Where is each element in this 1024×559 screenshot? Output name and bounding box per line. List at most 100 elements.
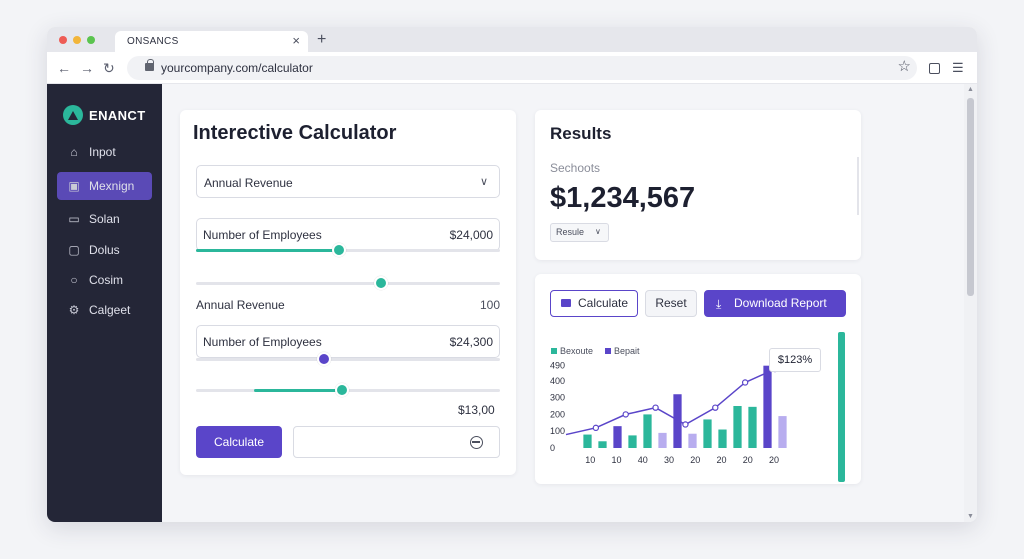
employees-slider-2[interactable] — [196, 352, 500, 366]
slider-thumb[interactable] — [316, 352, 331, 366]
employees-field-value: $24,000 — [449, 228, 493, 242]
employees-field-2[interactable]: Number of Employees $24,300 — [196, 325, 500, 358]
x-tick-label: 40 — [638, 455, 648, 465]
y-tick-label: 400 — [550, 376, 565, 386]
sidebar-item-label: Mexnign — [89, 179, 135, 193]
new-tab-icon[interactable]: + — [317, 31, 327, 48]
x-tick-label: 30 — [664, 455, 674, 465]
revenue-slider[interactable] — [196, 276, 500, 290]
tab-strip: ONSANCS × + — [47, 27, 977, 52]
browser-window: ONSANCS × + ← → ↻ yourcompany.com/calcul… — [47, 27, 977, 522]
legend-label: Bexoute — [560, 346, 594, 356]
legend-label: Bepait — [614, 346, 640, 356]
chart-bar — [718, 429, 727, 448]
x-tick-label: 10 — [612, 455, 622, 465]
chart-tooltip: $123% — [769, 348, 821, 372]
calculator-icon — [561, 299, 571, 307]
line-point — [592, 424, 600, 432]
chart-calculate-label: Calculate — [578, 296, 629, 310]
y-tick-label: 300 — [550, 393, 565, 403]
chart-calculate-button[interactable]: Calculate — [550, 290, 638, 317]
scrollbar-thumb[interactable] — [967, 98, 974, 296]
address-bar[interactable]: yourcompany.com/calculator ☆ — [127, 56, 917, 80]
browser-tab[interactable]: ONSANCS × — [115, 31, 308, 52]
sidebar-item-calgeet[interactable]: ⚙ Calgeet — [57, 296, 152, 324]
forward-arrow-icon[interactable]: → — [80, 60, 94, 76]
x-tick-label: 20 — [743, 455, 753, 465]
metric-select-value: Annual Revenue — [204, 176, 293, 190]
x-tick-label: 20 — [690, 455, 700, 465]
chevron-down-icon: ∨ — [595, 227, 601, 236]
chart-bar — [763, 365, 772, 448]
line-point — [622, 411, 629, 418]
chart-bar — [673, 394, 682, 448]
settings-icon: ⚙ — [68, 303, 80, 317]
sidebar-item-inpot[interactable]: ⌂ Inpot — [57, 138, 152, 166]
y-tick-label: 0 — [550, 443, 555, 453]
result-input[interactable] — [293, 426, 500, 458]
download-report-label: Download Report — [734, 296, 827, 310]
employees-field-2-value: $24,300 — [449, 335, 493, 349]
amount-slider[interactable] — [196, 383, 500, 397]
minimize-window-button[interactable] — [73, 36, 81, 44]
close-tab-icon[interactable]: × — [292, 33, 300, 48]
x-tick-label: 20 — [769, 455, 779, 465]
scroll-up-icon[interactable]: ▲ — [967, 86, 974, 93]
extensions-icon[interactable] — [929, 63, 940, 74]
calculator-title: Interective Calculator — [193, 122, 397, 144]
sidebar-item-solan[interactable]: ▭ Solan — [57, 205, 152, 233]
sidebar-item-cosim[interactable]: ○ Cosim — [57, 266, 152, 294]
sidebar-item-label: Inpot — [89, 145, 116, 159]
chat-icon: ▢ — [68, 243, 80, 257]
reload-icon[interactable]: ↻ — [103, 60, 115, 76]
results-dropdown-label: Resule — [556, 227, 585, 237]
back-arrow-icon[interactable]: ← — [57, 60, 71, 76]
sidebar-item-label: Cosim — [89, 273, 124, 287]
results-dropdown[interactable]: Resule ∨ — [550, 223, 609, 242]
clear-icon[interactable] — [470, 436, 483, 449]
amount-value: $13,00 — [458, 403, 495, 417]
close-window-button[interactable] — [59, 36, 67, 44]
main-content: Interective Calculator Annual Revenue ∨ … — [162, 84, 964, 522]
chart-bar — [628, 435, 637, 448]
browser-toolbar: ← → ↻ yourcompany.com/calculator ☆ ☰ — [47, 52, 977, 84]
x-tick-label: 10 — [585, 455, 595, 465]
slider-track — [196, 249, 500, 252]
chart-bar — [748, 406, 757, 448]
slider-thumb[interactable] — [374, 276, 389, 290]
user-icon: ○ — [70, 273, 78, 287]
sidebar-item-dolus[interactable]: ▢ Dolus — [57, 236, 152, 264]
star-icon[interactable]: ☆ — [897, 58, 911, 75]
download-report-button[interactable]: ⤓ Download Report — [704, 290, 846, 317]
chart-bar — [643, 414, 652, 448]
results-subtitle: Sechoots — [550, 161, 601, 175]
sidebar-item-mexnign[interactable]: ▣ Mexnign — [57, 172, 152, 200]
slider-track — [196, 358, 500, 361]
results-title: Results — [550, 124, 612, 143]
home-icon: ⌂ — [70, 145, 78, 159]
url-text[interactable]: yourcompany.com/calculator — [161, 61, 313, 75]
window-icon: ▭ — [68, 212, 80, 226]
slider-track — [196, 282, 500, 285]
sidebar-item-label: Calgeet — [89, 303, 131, 317]
metric-select[interactable]: Annual Revenue ∨ — [196, 165, 500, 198]
menu-icon[interactable]: ☰ — [952, 60, 964, 75]
slider-thumb[interactable] — [334, 383, 349, 397]
chart-side-bar — [838, 332, 845, 482]
line-point — [652, 404, 659, 411]
line-point — [682, 421, 689, 428]
results-card: Results Sechoots $1,234,567 Resule ∨ — [535, 110, 861, 260]
line-point — [741, 379, 749, 386]
chart-bar — [778, 416, 787, 448]
scroll-down-icon[interactable]: ▼ — [967, 513, 974, 520]
sidebar: ENANCT ⌂ Inpot ▣ Mexnign ▭ Solan ▢ Dolus… — [47, 84, 162, 522]
slider-thumb[interactable] — [331, 243, 346, 257]
brand-name: ENANCT — [89, 108, 146, 123]
employees-slider[interactable] — [196, 243, 500, 257]
calculate-button[interactable]: Calculate — [196, 426, 282, 458]
maximize-window-button[interactable] — [87, 36, 95, 44]
employees-field-2-label: Number of Employees — [203, 335, 322, 349]
scrollbar[interactable]: ▲ ▼ — [964, 84, 977, 522]
reset-button[interactable]: Reset — [645, 290, 697, 317]
sidebar-item-label: Solan — [89, 212, 120, 226]
